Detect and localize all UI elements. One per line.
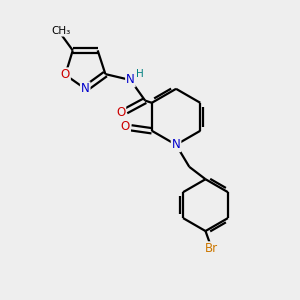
Text: CH₃: CH₃ bbox=[51, 26, 70, 36]
Text: N: N bbox=[126, 74, 135, 86]
Text: O: O bbox=[61, 68, 70, 81]
Text: O: O bbox=[116, 106, 125, 119]
Text: N: N bbox=[172, 138, 180, 151]
Text: Br: Br bbox=[205, 242, 218, 255]
Text: O: O bbox=[121, 120, 130, 133]
Text: N: N bbox=[81, 82, 90, 95]
Text: H: H bbox=[136, 68, 144, 79]
